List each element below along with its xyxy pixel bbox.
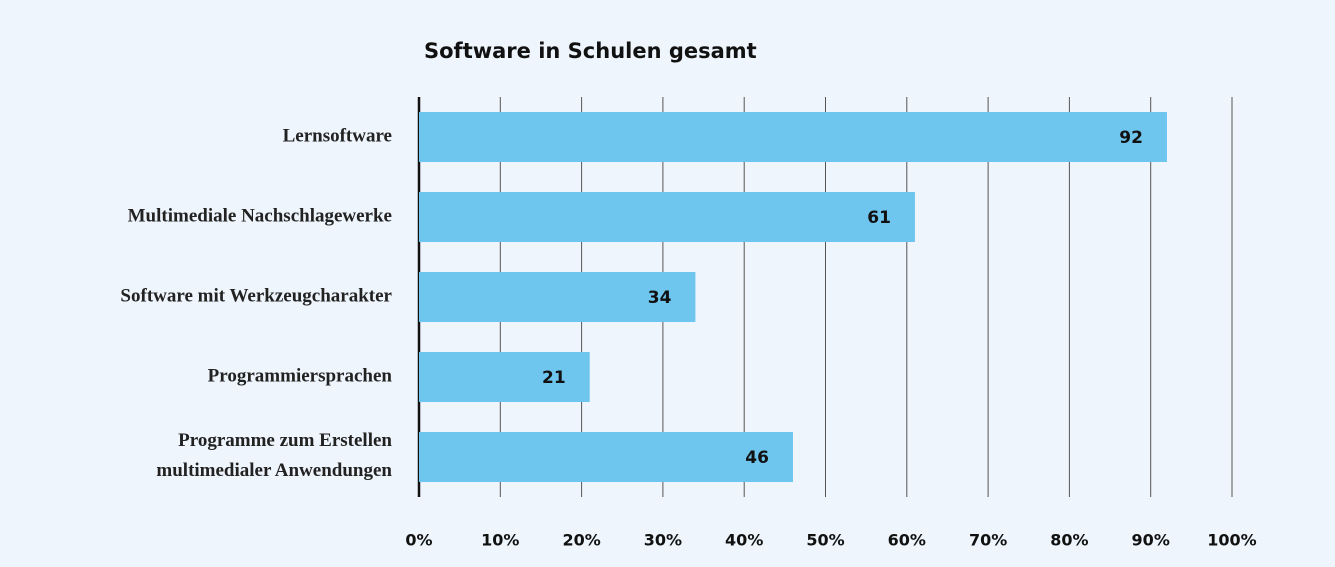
value-label: 21 (542, 368, 566, 388)
x-tick-label: 90% (1132, 531, 1170, 550)
y-tick-label: Programme zum Erstellen multimedialer Anw… (156, 430, 392, 481)
value-label: 92 (1119, 128, 1143, 148)
chart-title: Software in Schulen gesamt (424, 39, 757, 63)
x-tick-label: 30% (644, 531, 682, 550)
bar (419, 112, 1167, 162)
x-tick-label: 60% (888, 531, 926, 550)
x-tick-label: 40% (725, 531, 763, 550)
value-label: 46 (745, 448, 769, 468)
x-tick-label: 50% (806, 531, 844, 550)
x-tick-label: 80% (1050, 531, 1088, 550)
y-tick-label: Software mit Werkzeugcharakter (120, 285, 392, 306)
y-tick-label: Programmiersprachen (208, 365, 393, 386)
x-tick-label: 10% (481, 531, 519, 550)
x-tick-label: 70% (969, 531, 1007, 550)
y-tick-label: Lernsoftware (283, 125, 392, 146)
x-tick-label: 20% (562, 531, 600, 550)
x-tick-label: 0% (405, 531, 432, 550)
value-label: 34 (648, 288, 672, 308)
x-tick-label: 100% (1207, 531, 1256, 550)
value-label: 61 (867, 208, 891, 228)
bar (419, 352, 590, 402)
y-tick-label: Multimediale Nachschlagewerke (128, 205, 392, 226)
bar (419, 192, 915, 242)
bar (419, 272, 696, 322)
bar (419, 432, 793, 482)
